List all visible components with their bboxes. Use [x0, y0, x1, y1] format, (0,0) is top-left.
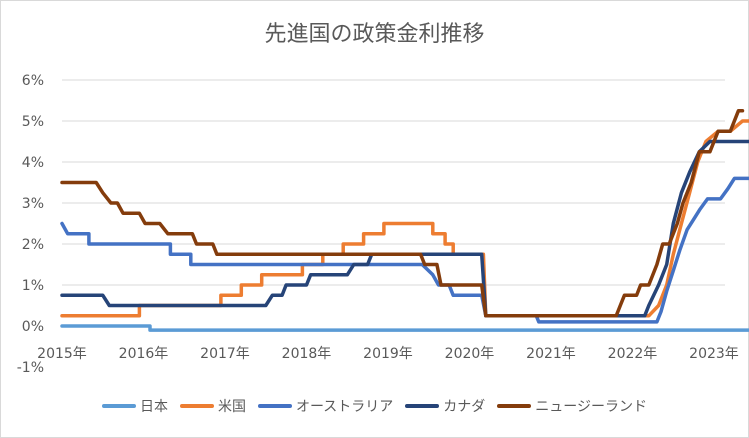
x-tick-label: 2022年 — [608, 346, 658, 362]
series-line-4 — [60, 109, 745, 318]
legend-entry-3: カナダ — [405, 396, 485, 416]
legend-entry-4: ニュージーランド — [497, 396, 647, 416]
legend-label: オーストラリア — [295, 399, 394, 415]
x-tick-label: 2020年 — [445, 346, 495, 362]
y-axis-ticks: -1% 0% 1% 2% 3% 4% 5% 6% — [17, 73, 44, 376]
legend-swatch — [405, 404, 440, 408]
x-tick-label: 2018年 — [282, 346, 332, 362]
y-tick-label: 4% — [22, 155, 44, 171]
y-tick-label: 2% — [22, 237, 44, 253]
y-tick-label: 1% — [22, 278, 44, 294]
legend-swatch — [101, 404, 136, 408]
y-tick-label: -1% — [17, 360, 44, 376]
legend-swatch — [497, 404, 532, 408]
y-tick-label: 5% — [22, 114, 44, 130]
series-lines — [60, 109, 749, 332]
legend-swatch — [257, 404, 292, 408]
legend-label: ニュージーランド — [535, 399, 648, 415]
x-tick-label: 2021年 — [526, 346, 576, 362]
series-line-0 — [60, 324, 749, 332]
legend: 日本 米国 オーストラリア カナダ ニュージーランド — [0, 396, 749, 416]
x-axis-ticks: 2015年 2016年 2017年 2018年 2019年 2020年 2021年 2022年… — [37, 346, 739, 362]
legend-label: カナダ — [443, 399, 486, 415]
legend-swatch — [179, 404, 214, 408]
x-tick-label: 2023年 — [689, 346, 739, 362]
y-tick-label: 6% — [22, 73, 44, 89]
legend-label: 日本 — [139, 399, 168, 415]
legend-entry-1: 米国 — [179, 396, 246, 416]
legend-entry-2: オーストラリア — [257, 396, 394, 416]
x-tick-label: 2015年 — [37, 346, 87, 362]
x-tick-label: 2017年 — [200, 346, 250, 362]
series-line-1 — [60, 119, 749, 318]
chart-title: 先進国の政策金利推移 — [264, 22, 485, 47]
legend-entry-0: 日本 — [101, 396, 168, 416]
gridlines — [62, 79, 725, 286]
y-tick-label: 0% — [22, 319, 44, 335]
x-tick-label: 2016年 — [119, 346, 169, 362]
y-tick-label: 3% — [22, 196, 44, 212]
x-tick-label: 2019年 — [363, 346, 413, 362]
legend-label: 米国 — [217, 399, 246, 415]
series-line-2 — [60, 176, 749, 324]
